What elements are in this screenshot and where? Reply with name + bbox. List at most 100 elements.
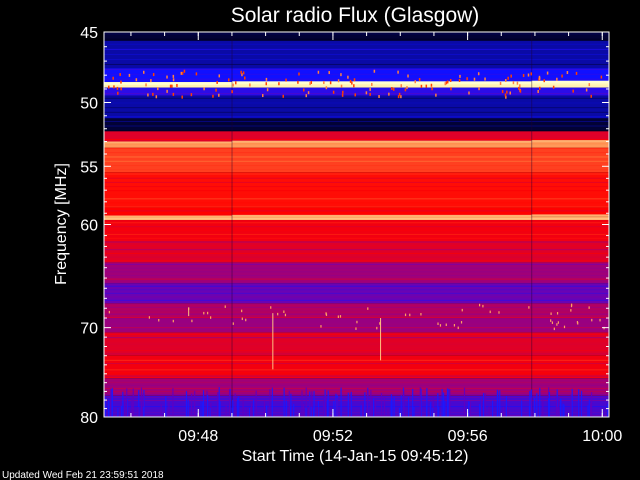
interference-speck: [157, 87, 159, 91]
interference-speck: [498, 311, 500, 314]
interference-speck: [530, 72, 532, 76]
interference-speck: [504, 93, 507, 97]
channel-stripe: [104, 292, 609, 294]
interference-speck: [397, 70, 399, 74]
noise-column: [442, 406, 444, 417]
channel-stripe: [104, 83, 609, 85]
segment-seam: [531, 32, 533, 417]
channel-stripe: [104, 390, 609, 392]
noise-column: [547, 398, 550, 417]
interference-speck: [431, 87, 433, 91]
interference-speck: [509, 91, 512, 95]
interference-speck: [203, 87, 205, 91]
noise-column: [530, 397, 533, 417]
channel-stripe: [104, 375, 609, 377]
channel-stripe: [104, 169, 609, 171]
channel-stripe: [104, 403, 609, 405]
noise-column: [488, 406, 490, 417]
noise-column: [245, 407, 247, 417]
interference-speck: [245, 318, 247, 322]
noise-column: [250, 406, 252, 417]
channel-stripe: [104, 271, 609, 273]
noise-column: [560, 398, 562, 417]
noise-column: [293, 404, 295, 417]
interference-speck: [158, 319, 160, 322]
noise-column: [168, 401, 170, 417]
channel-stripe: [104, 317, 609, 319]
interference-speck: [232, 322, 234, 325]
interference-speck: [340, 73, 342, 77]
interference-speck: [135, 78, 138, 82]
noise-column: [209, 407, 211, 417]
interference-speck: [108, 85, 110, 89]
noise-column: [571, 388, 573, 417]
interference-speck: [181, 95, 183, 99]
noise-column: [426, 388, 428, 417]
channel-stripe: [104, 337, 609, 339]
channel-stripe: [104, 400, 609, 402]
channel-stripe: [104, 289, 609, 291]
interference-speck: [148, 316, 150, 319]
channel-stripe: [104, 102, 609, 104]
interference-speck: [224, 305, 226, 308]
noise-column: [202, 390, 205, 417]
channel-stripe: [104, 353, 609, 355]
interference-speck: [284, 313, 287, 317]
noise-column: [242, 398, 244, 417]
noise-column: [172, 388, 174, 417]
interference-speck: [588, 83, 591, 87]
interference-speck: [600, 75, 603, 79]
noise-column: [463, 387, 466, 417]
frequency-band: [104, 378, 609, 396]
channel-stripe: [104, 43, 609, 45]
noise-column: [138, 390, 140, 417]
interference-speck: [307, 91, 310, 95]
interference-speck: [373, 69, 376, 73]
interference-speck: [116, 86, 119, 90]
interference-speck: [458, 78, 461, 82]
interference-speck: [550, 312, 552, 315]
noise-column: [449, 389, 451, 417]
channel-stripe: [104, 249, 609, 251]
noise-column: [120, 405, 123, 417]
noise-column: [563, 404, 565, 417]
frequency-band: [104, 207, 609, 217]
noise-column: [506, 406, 509, 417]
noise-column: [309, 396, 311, 417]
plot-frame: [103, 31, 610, 418]
frequency-band: [104, 172, 609, 208]
interference-speck: [242, 71, 245, 75]
interference-speck: [557, 321, 559, 324]
noise-column: [446, 388, 449, 417]
channel-stripe: [104, 143, 609, 145]
interference-speck: [172, 74, 175, 78]
interference-speck: [108, 310, 110, 314]
noise-column: [366, 388, 369, 417]
noise-column: [126, 388, 128, 417]
noise-column: [143, 390, 145, 417]
noise-column: [255, 390, 257, 417]
noise-column: [364, 392, 366, 417]
noise-column: [520, 400, 523, 417]
noise-column: [370, 390, 372, 417]
noise-column: [269, 389, 271, 417]
noise-column: [310, 406, 312, 417]
channel-stripe: [104, 125, 609, 127]
interference-speck: [435, 93, 437, 97]
noise-column: [301, 390, 303, 417]
channel-stripe: [104, 245, 609, 247]
interference-speck: [519, 89, 522, 93]
interference-speck: [449, 79, 452, 83]
interference-speck: [518, 86, 520, 90]
noise-column: [307, 407, 310, 417]
burst-mark: [272, 313, 274, 370]
channel-stripe: [104, 278, 609, 280]
segment-seam: [231, 32, 233, 417]
interference-speck: [216, 80, 218, 84]
noise-column: [588, 399, 590, 417]
noise-column: [479, 403, 481, 417]
channel-stripe: [104, 73, 609, 75]
interference-speck: [337, 315, 339, 318]
channel-stripe: [104, 414, 609, 416]
bright-line-53mhz: [104, 141, 232, 144]
